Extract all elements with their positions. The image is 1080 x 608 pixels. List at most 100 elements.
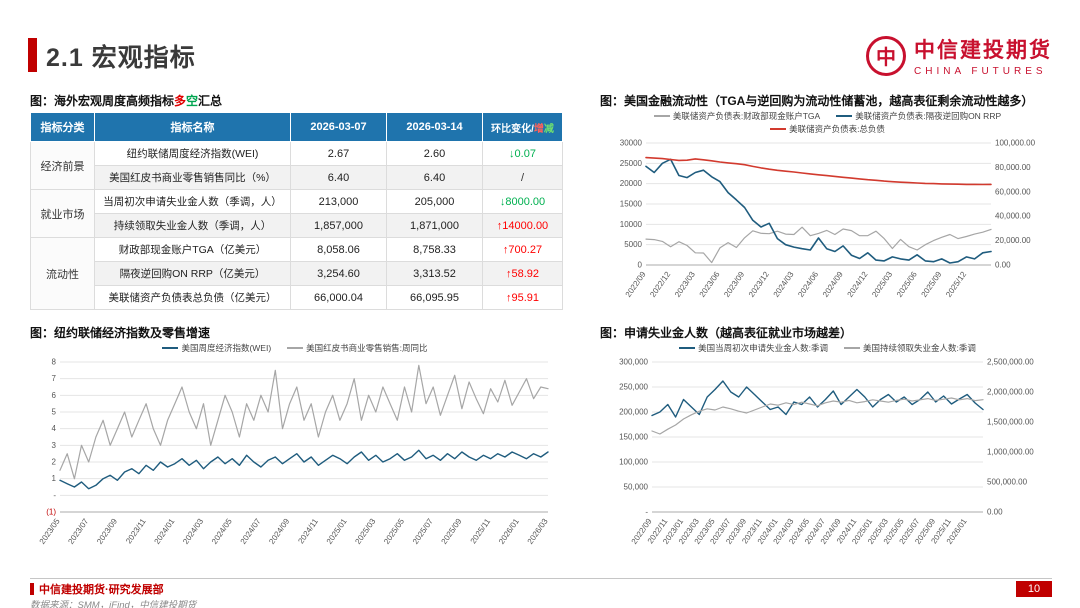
legend-item: 美联储资产负债表:隔夜逆回购ON RRP: [836, 110, 1001, 122]
svg-text:2023/06: 2023/06: [698, 270, 722, 299]
wei-chart-caption: 图：纽约联储经济指数及零售增速: [30, 326, 211, 340]
change-cell: ↓0.07: [482, 141, 563, 166]
col-date1: 2026-03-07: [290, 112, 387, 142]
svg-text:200,000: 200,000: [619, 408, 648, 417]
svg-text:80,000.00: 80,000.00: [995, 163, 1031, 172]
svg-text:2025/03: 2025/03: [870, 270, 894, 299]
svg-text:6: 6: [52, 391, 57, 400]
svg-text:2026/01: 2026/01: [497, 517, 521, 546]
indicator-name-cell: 财政部现金账户TGA（亿美元）: [94, 237, 291, 262]
svg-text:1,500,000.00: 1,500,000.00: [987, 418, 1034, 427]
indicator-name-cell: 隔夜逆回购ON RRP（亿美元）: [94, 261, 291, 286]
value-date1-cell: 66,000.04: [290, 285, 387, 310]
svg-text:0: 0: [638, 261, 643, 270]
svg-text:2023/09: 2023/09: [95, 517, 119, 546]
table-caption: 图：海外宏观周度高频指标多空汇总: [30, 92, 222, 109]
table-row: 流动性 财政部现金账户TGA（亿美元） 8,058.06 8,758.33 ↑700.2…: [30, 237, 563, 310]
value-date2-cell: 205,000: [386, 189, 483, 214]
table-row: 美国红皮书商业零售销售同比（%） 6.40 6.40/: [31, 165, 563, 190]
change-cell: ↑700.27: [482, 237, 563, 262]
svg-text:2023/05: 2023/05: [38, 517, 62, 546]
svg-text:2025/06: 2025/06: [895, 270, 919, 299]
legend-label: 美国红皮书商业零售销售:周同比: [306, 343, 428, 353]
legend-swatch-icon: [679, 347, 696, 349]
svg-text:10000: 10000: [620, 220, 643, 229]
svg-text:2023/11: 2023/11: [124, 517, 148, 546]
svg-text:2023/12: 2023/12: [747, 270, 771, 299]
legend-label: 美联储资产负债表:财政部现金账户TGA: [672, 111, 821, 121]
indicator-name-cell: 持续领取失业金人数（季调，人）: [94, 213, 291, 238]
summary-table-body: 经济前景 纽约联储周度经济指数(WEI) 2.67 2.60 ↓0.07 美国红皮书商业零…: [30, 141, 563, 310]
table-caption-bull: 多: [174, 94, 187, 108]
svg-text:20,000.00: 20,000.00: [995, 236, 1031, 245]
claims-chart: 美国当周初次申请失业金人数:季调 美国持续领取失业金人数:季调 300,000 250…: [600, 342, 1055, 571]
table-row: 经济前景 纽约联储周度经济指数(WEI) 2.67 2.60 ↓0.07: [30, 141, 563, 190]
change-cell: ↓8000.00: [482, 189, 563, 214]
svg-text:2024/03: 2024/03: [772, 270, 796, 299]
svg-text:2025/12: 2025/12: [944, 270, 968, 299]
svg-text:2024/03: 2024/03: [181, 517, 205, 546]
svg-text:2024/06: 2024/06: [796, 270, 820, 299]
wei-retail-chart-legend: 美国周度经济指数(WEI) 美国红皮书商业零售销售:周同比: [30, 342, 560, 354]
change-header-up: 增: [533, 123, 544, 135]
svg-text:40,000.00: 40,000.00: [995, 212, 1031, 221]
page-title: 2.1 宏观指标: [46, 44, 196, 72]
svg-text:2024/11: 2024/11: [296, 517, 320, 546]
value-date2-cell: 2.60: [386, 141, 483, 166]
value-date2-cell: 3,313.52: [386, 261, 483, 286]
svg-text:2025/05: 2025/05: [382, 517, 406, 546]
change-cell: ↑95.91: [482, 285, 563, 310]
svg-text:2,500,000.00: 2,500,000.00: [987, 358, 1034, 367]
svg-text:2025/09: 2025/09: [440, 517, 464, 546]
table-header-row: 指标分类 指标名称 2026-03-07 2026-03-14 环比变化/增减: [30, 112, 563, 142]
change-header-prefix: 环比变化/: [491, 123, 534, 135]
col-indicator: 指标名称: [94, 112, 291, 142]
svg-text:15000: 15000: [620, 200, 643, 209]
svg-text:100,000.00: 100,000.00: [995, 139, 1036, 148]
value-date1-cell: 1,857,000: [290, 213, 387, 238]
category-cell: 就业市场: [30, 189, 95, 238]
logo-text: 中信建投期货 CHINA FUTURES: [914, 34, 1052, 77]
svg-text:2: 2: [52, 458, 57, 467]
indicator-name-cell: 当周初次申请失业金人数（季调，人）: [94, 189, 291, 214]
svg-text:150,000: 150,000: [619, 433, 648, 442]
logo-english-name: CHINA FUTURES: [914, 66, 1047, 77]
svg-text:25000: 25000: [620, 159, 643, 168]
svg-text:3: 3: [52, 441, 57, 450]
table-row: 就业市场 当周初次申请失业金人数（季调，人） 213,000 205,000 ↓8000…: [30, 189, 563, 238]
svg-text:50,000: 50,000: [624, 483, 649, 492]
svg-text:2024/07: 2024/07: [239, 517, 263, 546]
svg-text:2025/11: 2025/11: [469, 517, 493, 546]
legend-swatch-icon: [844, 347, 860, 349]
legend-label: 美国周度经济指数(WEI): [181, 343, 272, 353]
change-header-down: 减: [543, 123, 554, 135]
table-row: 美联储资产负债表总负债（亿美元） 66,000.04 66,095.95 ↑95.91: [31, 285, 563, 310]
svg-text:2025/03: 2025/03: [353, 517, 377, 546]
footer-department-label: 中信建投期货·研究发展部: [39, 584, 164, 596]
legend-item: 美国周度经济指数(WEI): [162, 342, 271, 354]
legend-item: 美联储资产负债表:总负债: [770, 123, 885, 135]
value-date1-cell: 2.67: [290, 141, 387, 166]
legend-item: 美国持续领取失业金人数:季调: [844, 342, 976, 354]
value-date2-cell: 8,758.33: [386, 237, 483, 262]
col-change: 环比变化/增减: [482, 112, 563, 142]
value-date2-cell: 66,095.95: [386, 285, 483, 310]
indicator-name-cell: 纽约联储周度经济指数(WEI): [94, 141, 291, 166]
svg-text:100,000: 100,000: [619, 458, 648, 467]
legend-swatch-icon: [653, 115, 670, 117]
svg-text:2025/01: 2025/01: [325, 517, 349, 546]
legend-label: 美联储资产负债表:总负债: [789, 124, 885, 134]
table-caption-bear: 空: [186, 94, 199, 108]
category-cell: 流动性: [30, 237, 95, 310]
footer-accent-bar: [30, 583, 34, 595]
svg-text:2025/09: 2025/09: [920, 270, 944, 299]
indicator-name-cell: 美联储资产负债表总负债（亿美元）: [94, 285, 291, 310]
svg-text:(1): (1): [46, 508, 56, 517]
claims-chart-caption: 图：申请失业金人数（越高表征就业市场越差）: [600, 326, 853, 340]
svg-text:5000: 5000: [624, 240, 642, 249]
legend-swatch-icon: [287, 347, 304, 349]
indicator-name-cell: 美国红皮书商业零售销售同比（%）: [94, 165, 291, 190]
svg-text:2024/01: 2024/01: [153, 517, 177, 546]
svg-text:2023/07: 2023/07: [66, 517, 90, 546]
